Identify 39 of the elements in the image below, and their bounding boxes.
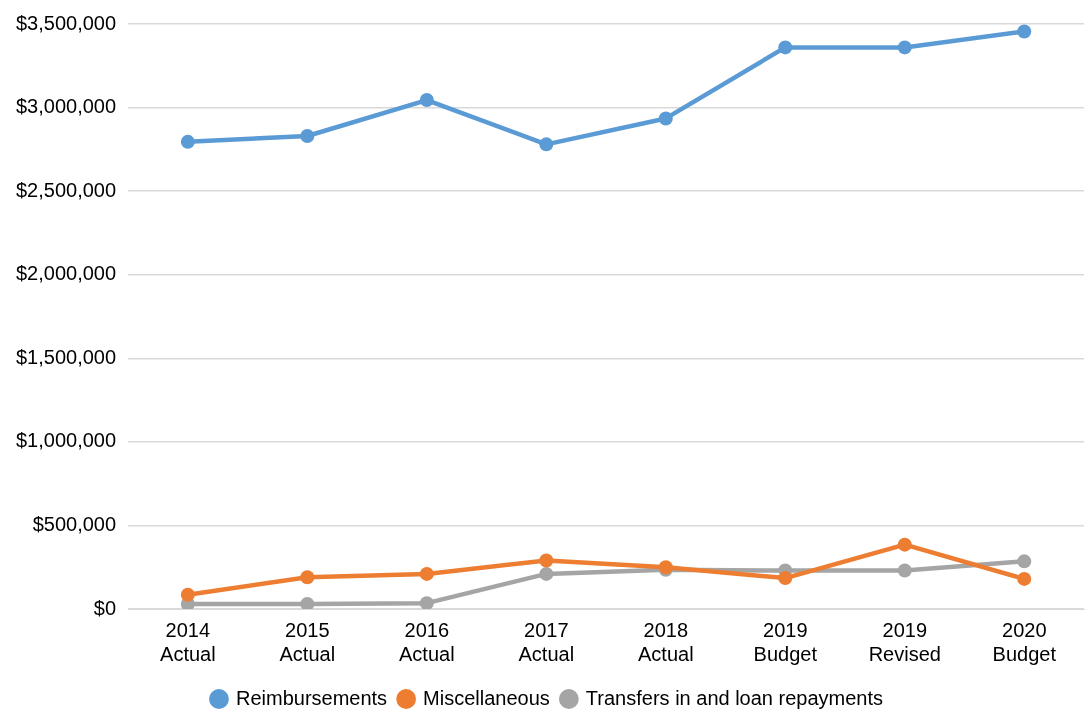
y-tick-label: $500,000 [32, 512, 117, 535]
x-tick-label: 2018 Actual [638, 618, 694, 665]
point [539, 553, 554, 568]
point [897, 537, 912, 552]
point [180, 587, 195, 602]
y-tick-label: $2,500,000 [15, 178, 117, 201]
y-tick-label: $1,000,000 [15, 429, 117, 452]
point [778, 40, 793, 55]
point [300, 128, 315, 143]
point [1017, 571, 1032, 586]
x-tick-label: 2020 Budget [992, 618, 1057, 665]
x-tick-label: 2019 Revised [868, 618, 941, 665]
point [658, 111, 673, 126]
point [897, 40, 912, 55]
point [1017, 24, 1032, 39]
point [300, 596, 315, 609]
x-tick-label: 2017 Actual [518, 618, 575, 665]
legend-label: Miscellaneous [423, 686, 550, 709]
point [539, 566, 554, 581]
y-tick-label: $3,500,000 [15, 11, 117, 34]
y-tick-label: $1,500,000 [15, 345, 117, 368]
point [419, 566, 434, 581]
point [897, 563, 912, 578]
x-tick-label: 2019 Budget [753, 618, 818, 665]
point [419, 596, 434, 609]
y-tick-label: $0 [93, 596, 117, 619]
point [180, 134, 195, 149]
y-tick-label: $3,000,000 [15, 95, 117, 118]
point [1017, 554, 1032, 569]
x-tick-label: 2016 Actual [399, 618, 455, 665]
legend-label: Reimbursements [235, 686, 388, 709]
x-tick-label: 2015 Actual [279, 618, 336, 665]
legend-label: Transfers in and loan repayments [585, 686, 884, 709]
point [539, 137, 554, 152]
y-tick-label: $2,000,000 [15, 262, 117, 285]
point [778, 571, 793, 586]
x-tick-label: 2014 Actual [160, 618, 216, 665]
point [300, 570, 315, 585]
point [419, 93, 434, 108]
